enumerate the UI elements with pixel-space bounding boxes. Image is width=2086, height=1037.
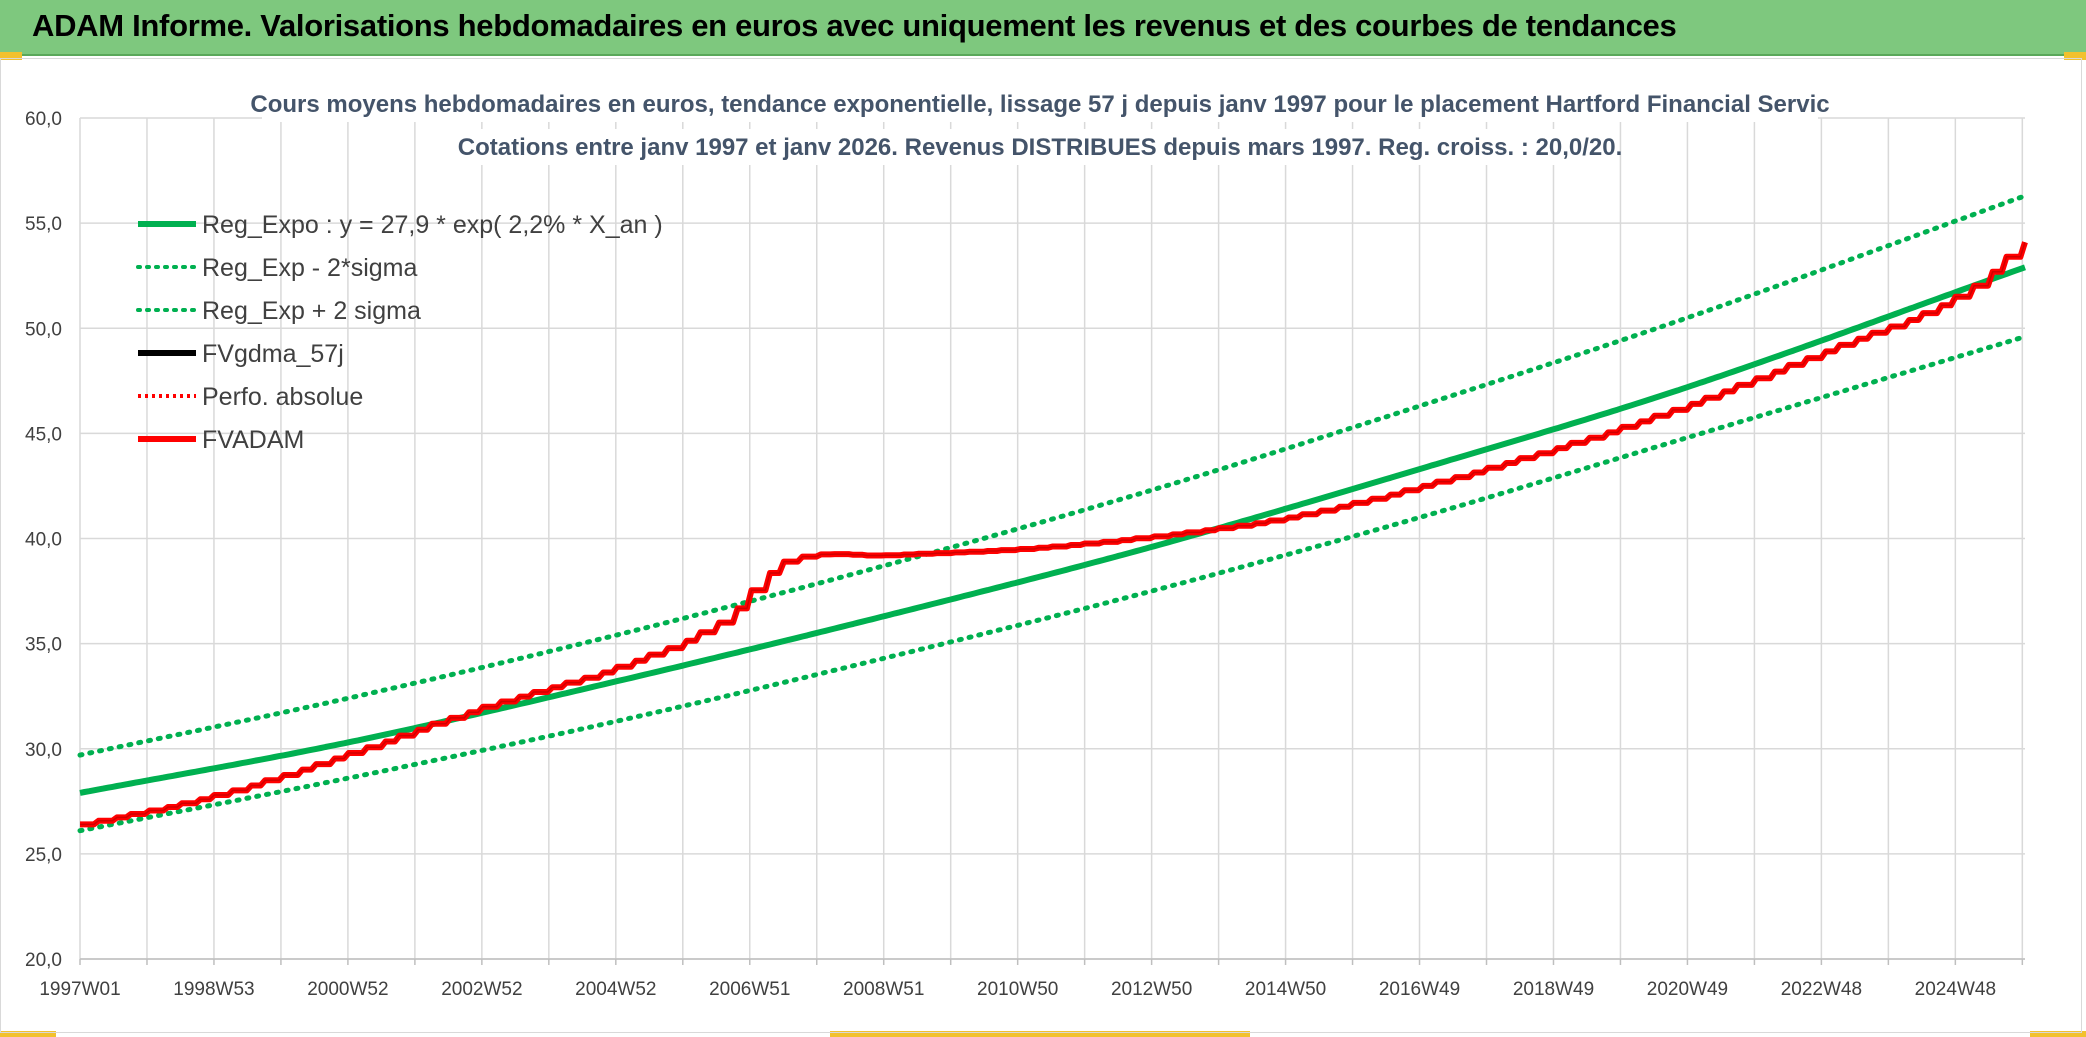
x-tick-label: 2010W50 (977, 979, 1058, 1000)
y-tick-label: 40,0 (25, 530, 62, 551)
x-tick-label: 2000W52 (307, 979, 388, 1000)
x-tick-label: 2006W51 (709, 979, 790, 1000)
x-tick-label: 2022W48 (1781, 979, 1862, 1000)
accent-left (0, 52, 22, 60)
x-tick-label: 1997W01 (39, 979, 120, 1000)
chart-title: Cours moyens hebdomadaires en euros, ten… (250, 91, 1829, 118)
x-tick-label: 2012W50 (1111, 979, 1192, 1000)
bottom-accent-right (2030, 1031, 2086, 1037)
series-line-fvadam-edge (80, 241, 2026, 826)
legend-label-low: Reg_Exp - 2*sigma (202, 254, 417, 282)
x-tick-label: 2016W49 (1379, 979, 1460, 1000)
y-tick-label: 45,0 (25, 424, 62, 445)
report-header: ADAM Informe. Valorisations hebdomadaire… (0, 0, 2086, 56)
chart-subtitle-background (468, 129, 1612, 165)
x-tick-label: 2024W48 (1915, 979, 1996, 1000)
series-line-reg-exp-2-sigma (77, 193, 2028, 758)
grid-layer (79, 117, 2025, 960)
report-title: ADAM Informe. Valorisations hebdomadaire… (32, 8, 1677, 43)
axis-layer: 20,0 25,0 30,0 35,0 40,0 45,0 50,0 55,0 60,0 1997… (25, 109, 2025, 1000)
accent-right (2064, 52, 2086, 60)
y-tick-label: 60,0 (25, 109, 62, 130)
y-tick-label: 35,0 (25, 635, 62, 656)
y-tick-label: 30,0 (25, 740, 62, 761)
x-tick-label: 2014W50 (1245, 979, 1326, 1000)
y-tick-label: 25,0 (25, 845, 62, 866)
legend-label-high: Reg_Exp + 2 sigma (202, 297, 421, 325)
series-line-reg-exp-2-sigma (77, 334, 2028, 834)
legend-label-fvadam: FVADAM (202, 426, 304, 454)
y-tick-label: 50,0 (25, 319, 62, 340)
legend-label-reg: Reg_Expo : y = 27,9 * exp( 2,2% * X_an ) (202, 211, 663, 239)
legend-label-perf: Perfo. absolue (202, 383, 363, 411)
x-tick-label: 2018W49 (1513, 979, 1594, 1000)
series-layer (77, 193, 2028, 834)
y-tick-label: 20,0 (25, 950, 62, 971)
x-tick-label: 1998W53 (173, 979, 254, 1000)
chart-subtitle: Cotations entre janv 1997 et janv 2026. … (458, 134, 1623, 161)
chart-frame (0, 58, 2082, 1033)
x-tick-label: 2004W52 (575, 979, 656, 1000)
y-tick-label: 55,0 (25, 214, 62, 235)
bottom-accent-left (0, 1031, 56, 1037)
chart-title-background (262, 86, 1818, 122)
series-line-reg-expo (79, 264, 2026, 796)
x-tick-label: 2020W49 (1647, 979, 1728, 1000)
bottom-accent-center (830, 1031, 1250, 1037)
legend-label-gdma: FVgdma_57j (202, 340, 344, 368)
legend: Reg_Expo : y = 27,9 * exp( 2,2% * X_an )… (136, 211, 663, 454)
x-tick-label: 2002W52 (441, 979, 522, 1000)
x-tick-label: 2008W51 (843, 979, 924, 1000)
